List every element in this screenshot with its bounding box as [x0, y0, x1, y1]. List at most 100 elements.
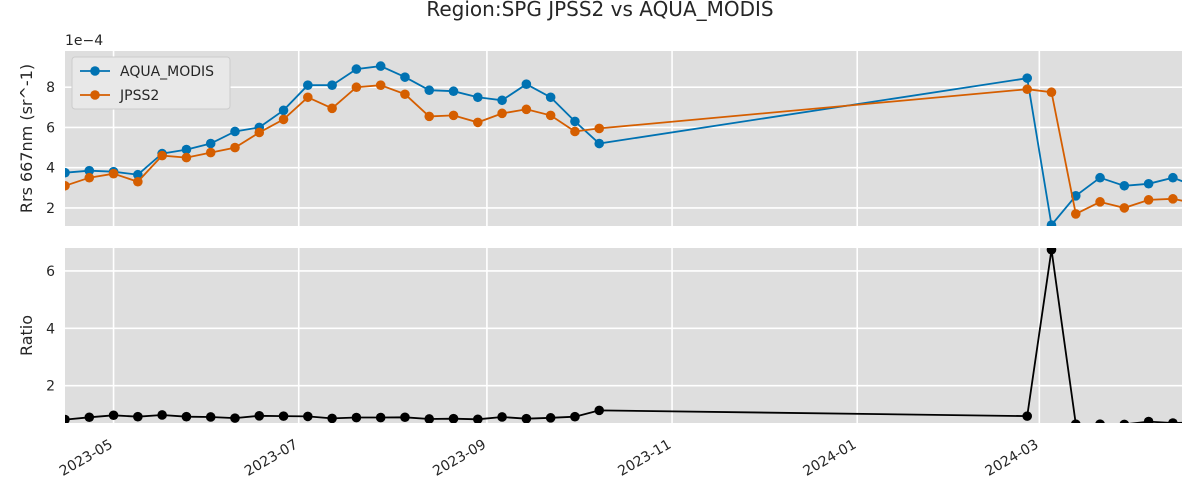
data-point [375, 412, 386, 423]
legend-label: AQUA_MODIS [120, 64, 214, 80]
data-point [1119, 203, 1130, 213]
y-tick-label: 8 [46, 80, 55, 96]
data-point [1071, 419, 1081, 423]
y-tick-label: 2 [46, 201, 55, 217]
data-point [497, 108, 507, 119]
data-point [351, 82, 362, 93]
data-point [1022, 84, 1032, 95]
data-point [254, 127, 265, 138]
data-point [327, 413, 337, 423]
data-point [594, 123, 605, 134]
data-point [84, 412, 95, 423]
data-point [84, 172, 95, 183]
data-point [278, 411, 289, 421]
data-point [278, 105, 289, 116]
data-point [1143, 178, 1154, 189]
data-point [65, 414, 70, 423]
data-point [570, 116, 580, 127]
data-point [205, 147, 216, 158]
data-point [570, 126, 580, 137]
data-point [1095, 172, 1105, 183]
data-point [133, 176, 143, 187]
data-point [157, 410, 167, 420]
data-point [205, 138, 216, 149]
data-point [1046, 248, 1057, 255]
x-tick-label: 2023-09 [430, 437, 489, 480]
data-point [424, 111, 435, 122]
data-point [65, 167, 70, 178]
data-point [473, 414, 483, 423]
data-point [448, 413, 459, 423]
y-scale-label: 1e−4 [65, 33, 103, 49]
bottom-panel: 2 4 6 Ratio [0, 248, 1182, 425]
chart-title: Region:SPG JPSS2 vs AQUA_MODIS [426, 0, 773, 21]
data-point [351, 412, 362, 423]
y-tick-label: 4 [46, 321, 55, 337]
y-tick-label: 4 [46, 161, 55, 177]
data-point [400, 89, 410, 100]
data-point [157, 150, 167, 161]
data-point [1192, 199, 1200, 209]
legend-box [71, 56, 231, 110]
data-point [545, 110, 556, 121]
data-point [327, 80, 337, 90]
data-point [1046, 220, 1057, 226]
data-point [545, 92, 556, 103]
data-point [424, 414, 435, 423]
data-point [1143, 195, 1154, 205]
data-point [497, 95, 507, 106]
x-tick-label: 2024-03 [983, 437, 1042, 480]
data-point [181, 144, 192, 155]
data-point [0, 415, 5, 425]
y-axis-label: Rrs 667nm (sr^-1) [17, 64, 36, 213]
data-point [570, 411, 580, 422]
y-tick-label: 6 [46, 264, 55, 280]
data-point [1119, 180, 1130, 191]
data-point [205, 412, 216, 422]
data-point [230, 126, 240, 137]
data-point [1143, 416, 1154, 423]
data-point [181, 152, 192, 163]
x-tick-label: 2023-11 [615, 437, 674, 480]
data-point [133, 411, 143, 422]
data-point [84, 165, 95, 176]
plot-background [65, 51, 1182, 226]
data-point [351, 64, 362, 74]
data-point [594, 138, 605, 149]
data-point [448, 86, 459, 97]
x-tick-label: 2023-05 [57, 437, 116, 480]
data-point [448, 110, 459, 121]
data-point [303, 92, 313, 103]
data-point [0, 175, 5, 185]
data-point [400, 72, 410, 82]
data-point [1070, 209, 1081, 219]
data-point [473, 117, 483, 128]
legend-marker [90, 66, 100, 76]
legend-label: JPSS2 [119, 88, 159, 104]
data-point [1022, 411, 1032, 421]
data-point [1022, 73, 1032, 83]
legend-marker [90, 90, 100, 100]
data-point [327, 103, 337, 114]
data-point [375, 61, 386, 71]
data-point [521, 104, 532, 115]
legend: AQUA_MODIS JPSS2 [71, 56, 231, 110]
data-point [473, 92, 483, 103]
data-point [1095, 419, 1105, 423]
top-panel: 2 4 6 8 Rrs 667nm (sr^-1) 1e−4 AQUA_MODIS JPSS2 [0, 33, 1200, 226]
data-point [230, 413, 240, 423]
x-tick-label: 2023-07 [242, 437, 301, 480]
data-point [1192, 182, 1200, 192]
data-point [424, 85, 435, 96]
x-axis: 2023-05 2023-07 2023-09 2023-11 2024-01 2024-… [57, 437, 1041, 480]
data-point [230, 142, 240, 153]
data-point [1168, 194, 1178, 204]
data-point [521, 413, 532, 423]
data-point [1095, 197, 1105, 207]
data-point [400, 412, 410, 423]
data-point [1119, 419, 1129, 423]
data-point [254, 411, 265, 421]
data-point [545, 413, 556, 423]
